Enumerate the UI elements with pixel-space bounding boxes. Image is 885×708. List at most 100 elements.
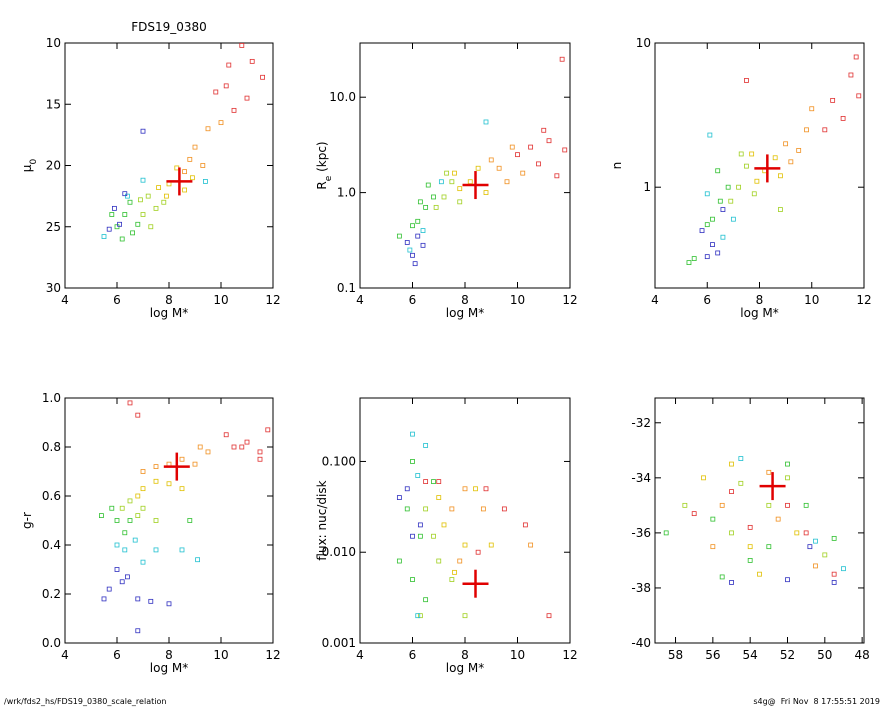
point bbox=[546, 613, 552, 619]
x-tick-label: 8 bbox=[165, 648, 173, 662]
chart-title: FDS19_0380 bbox=[131, 20, 207, 34]
point bbox=[747, 558, 753, 563]
plot-frame bbox=[654, 397, 865, 644]
y-tick-label: 10 bbox=[636, 36, 651, 50]
point bbox=[182, 169, 188, 175]
x-tick-label: 6 bbox=[113, 293, 121, 307]
point bbox=[488, 157, 494, 163]
point bbox=[747, 544, 753, 550]
point bbox=[522, 522, 528, 528]
x-tick-label: 10 bbox=[510, 648, 525, 662]
point bbox=[420, 242, 426, 248]
point bbox=[396, 558, 402, 564]
point bbox=[423, 597, 429, 603]
point bbox=[197, 444, 203, 450]
point bbox=[475, 165, 481, 171]
point bbox=[153, 464, 159, 470]
point bbox=[119, 236, 125, 242]
point bbox=[182, 187, 188, 193]
y-axis-label-part: e bbox=[324, 175, 334, 181]
panel: 4 6 8 10 12 0.0 0.2 0.4 0.6 0.8 1.0 log M* g-r bbox=[20, 391, 281, 675]
x-tick-label: 48 bbox=[854, 648, 869, 662]
point bbox=[148, 224, 154, 230]
point bbox=[717, 198, 723, 204]
point bbox=[132, 537, 138, 543]
panel: 58 56 54 52 50 48 -40 -38 -36 -34 -32 bbox=[631, 397, 870, 662]
point bbox=[122, 547, 128, 553]
point bbox=[431, 194, 436, 200]
point bbox=[163, 193, 169, 199]
x-tick-label: 8 bbox=[461, 293, 469, 307]
point bbox=[483, 486, 489, 492]
point bbox=[410, 252, 415, 258]
point bbox=[179, 486, 185, 492]
y-tick-label: 0.4 bbox=[42, 538, 61, 552]
point bbox=[114, 542, 120, 548]
point bbox=[404, 486, 410, 492]
point bbox=[449, 577, 455, 582]
x-axis-label: log M* bbox=[446, 306, 484, 320]
point bbox=[501, 506, 507, 512]
y-tick-label: 20 bbox=[46, 159, 61, 173]
y-axis-label-part: μ bbox=[20, 164, 34, 172]
point bbox=[730, 216, 736, 222]
x-axis-label: log M* bbox=[150, 661, 188, 675]
highlight-marker bbox=[462, 171, 489, 200]
point bbox=[239, 43, 245, 48]
point bbox=[148, 598, 154, 604]
point bbox=[415, 473, 421, 478]
point bbox=[125, 574, 130, 580]
point bbox=[807, 544, 813, 550]
point bbox=[127, 518, 133, 523]
point bbox=[135, 221, 141, 227]
x-tick-label: 4 bbox=[651, 293, 659, 307]
point bbox=[766, 502, 772, 508]
point bbox=[715, 250, 721, 256]
point bbox=[106, 586, 112, 592]
point bbox=[127, 199, 133, 205]
y-axis-label-part: g-r bbox=[20, 512, 34, 529]
point bbox=[135, 513, 141, 518]
point bbox=[831, 535, 837, 541]
point bbox=[200, 163, 206, 168]
point bbox=[417, 533, 423, 539]
point bbox=[441, 194, 447, 200]
point bbox=[153, 547, 159, 553]
point bbox=[425, 182, 431, 188]
point bbox=[803, 502, 809, 508]
point bbox=[738, 151, 744, 157]
point bbox=[729, 461, 734, 467]
point bbox=[410, 223, 415, 229]
point bbox=[462, 486, 468, 492]
y-tick-label: 0.1 bbox=[337, 281, 356, 295]
point bbox=[417, 199, 423, 205]
point bbox=[415, 613, 421, 619]
point bbox=[137, 197, 143, 203]
point bbox=[775, 516, 781, 522]
point bbox=[785, 577, 790, 583]
footer-path: /wrk/fds2_hs/FDS19_0380_scale_relation bbox=[4, 697, 166, 706]
y-tick-label: 0.100 bbox=[322, 454, 356, 468]
x-tick-label: 12 bbox=[856, 293, 871, 307]
point bbox=[114, 518, 120, 523]
point bbox=[772, 155, 778, 161]
point bbox=[462, 542, 468, 548]
point bbox=[554, 173, 560, 179]
point bbox=[691, 256, 697, 261]
point bbox=[475, 549, 481, 555]
y-tick-label: 15 bbox=[46, 97, 61, 111]
point bbox=[231, 444, 237, 450]
x-tick-label: 6 bbox=[113, 648, 121, 662]
point bbox=[127, 498, 133, 504]
x-axis-label: log M* bbox=[740, 306, 778, 320]
point bbox=[729, 530, 734, 536]
point bbox=[140, 505, 146, 511]
point bbox=[106, 226, 112, 232]
y-axis-label: Re (kpc) bbox=[315, 141, 334, 189]
plot-frame bbox=[64, 42, 274, 289]
point bbox=[528, 542, 534, 548]
point bbox=[431, 533, 436, 539]
x-tick-label: 4 bbox=[61, 293, 69, 307]
point bbox=[830, 97, 836, 103]
